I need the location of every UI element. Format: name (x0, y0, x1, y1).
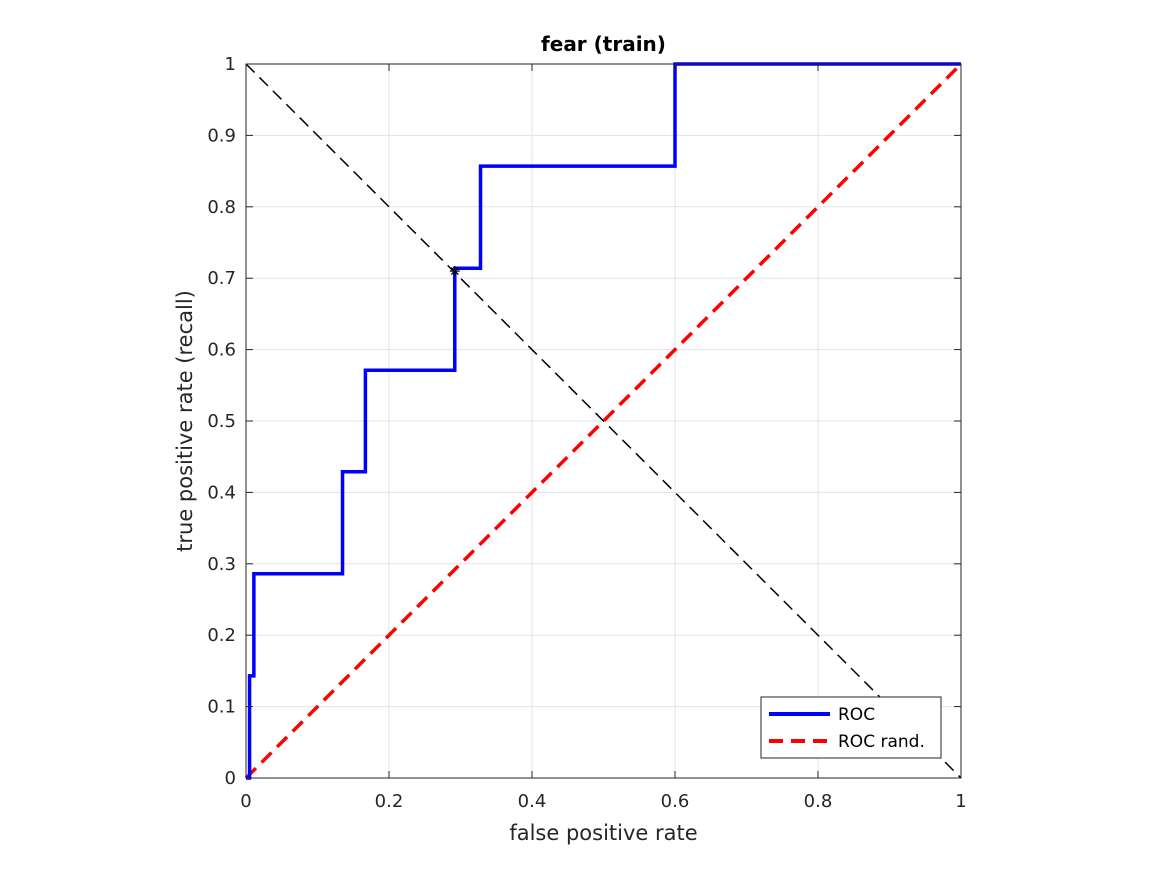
x-tick-label: 0 (240, 791, 251, 812)
x-tick-label: 0.6 (661, 791, 690, 812)
roc-line (246, 62, 961, 780)
roc-rand-line (244, 62, 963, 780)
x-tick-label: 1 (955, 791, 966, 812)
x-ticks: 0 0.2 0.4 0.6 0.8 1 (240, 64, 967, 812)
y-axis-label: true positive rate (recall) (173, 290, 197, 552)
y-tick-label: 0.8 (207, 197, 236, 218)
y-tick-label: 0.2 (207, 625, 236, 646)
y-tick-label: 0.9 (207, 125, 236, 146)
operating-point-marker (449, 266, 460, 277)
x-tick-label: 0.2 (375, 791, 404, 812)
y-tick-label: 1 (225, 54, 236, 75)
diagonal-reference-line (245, 63, 962, 779)
legend-box (760, 696, 942, 759)
x-axis-label: false positive rate (509, 821, 697, 845)
legend-label-roc: ROC (838, 705, 875, 725)
legend-label-roc-rand: ROC rand. (838, 732, 925, 752)
y-tick-label: 0.7 (207, 268, 236, 289)
x-tick-label: 0.4 (518, 791, 547, 812)
y-ticks: 0 0.1 0.2 0.3 0.4 0.5 0.6 0.7 0.8 0.9 1 (207, 54, 961, 789)
y-tick-label: 0.6 (207, 340, 236, 361)
y-tick-label: 0.5 (207, 411, 236, 432)
y-tick-label: 0.1 (207, 697, 236, 718)
plot-series (244, 62, 963, 780)
y-tick-label: 0 (225, 768, 236, 789)
y-tick-label: 0.4 (207, 482, 236, 503)
x-tick-label: 0.8 (804, 791, 833, 812)
y-tick-label: 0.3 (207, 554, 236, 575)
legend: ROC ROC rand. (760, 696, 942, 759)
chart-title: fear (train) (541, 32, 666, 56)
